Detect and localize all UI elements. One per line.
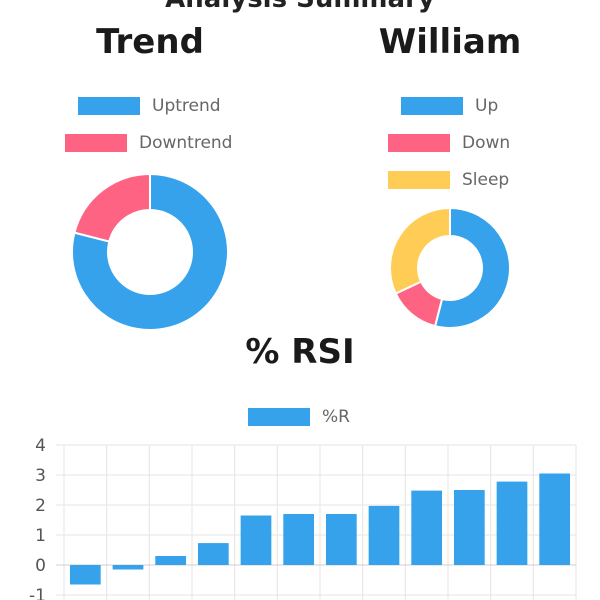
legend-swatch-up xyxy=(401,97,463,115)
william-slice-sleep[interactable] xyxy=(389,207,451,295)
william-slice-up[interactable] xyxy=(433,207,511,329)
trend-slice-uptrend[interactable] xyxy=(71,172,229,331)
bar-rsi-10[interactable] xyxy=(453,490,485,565)
y-tick-label: 2 xyxy=(35,496,46,516)
legend-item-down[interactable]: Down xyxy=(388,132,510,154)
partial-page-title: Analysis Summary xyxy=(0,0,600,14)
legend-swatch-downtrend xyxy=(65,134,127,152)
y-tick-label: -1 xyxy=(29,586,46,600)
legend-label-down: Down xyxy=(462,133,511,153)
legend-swatch-uptrend xyxy=(78,97,140,115)
legend-swatch-down xyxy=(388,134,450,152)
legend-item-up[interactable]: Up xyxy=(401,95,498,117)
bar-rsi-3[interactable] xyxy=(155,556,187,565)
bar-rsi-6[interactable] xyxy=(283,514,315,565)
legend-label-sleep: Sleep xyxy=(462,170,510,190)
legend-swatch-r xyxy=(248,408,310,426)
bar-rsi-2[interactable] xyxy=(112,565,144,570)
y-tick-label: 3 xyxy=(35,466,46,486)
rsi-bar-chart: 4 3 2 1 0 -1 xyxy=(29,436,577,600)
legend-label-up: Up xyxy=(475,96,499,116)
y-tick-label: 0 xyxy=(35,556,46,576)
legend-label-downtrend: Downtrend xyxy=(139,133,233,153)
legend-item-r[interactable]: %R xyxy=(248,406,350,428)
legend-label-uptrend: Uptrend xyxy=(152,96,221,116)
trend-slice-downtrend[interactable] xyxy=(73,172,151,243)
bar-rsi-1[interactable] xyxy=(69,565,101,585)
trend-title: Trend xyxy=(96,22,204,62)
bar-rsi-4[interactable] xyxy=(197,543,229,565)
rsi-title: % RSI xyxy=(245,332,355,372)
legend-item-sleep[interactable]: Sleep xyxy=(388,169,509,191)
y-tick-label: 4 xyxy=(35,436,46,456)
trend-donut-chart xyxy=(71,172,229,331)
william-title: William xyxy=(378,22,522,62)
bar-rsi-12[interactable] xyxy=(539,473,571,566)
legend-swatch-sleep xyxy=(388,171,450,189)
bar-rsi-11[interactable] xyxy=(496,481,528,565)
y-tick-label: 1 xyxy=(35,526,46,546)
bar-rsi-5[interactable] xyxy=(240,515,272,566)
william-donut-chart xyxy=(389,207,511,329)
bar-rsi-8[interactable] xyxy=(368,505,400,565)
legend-label-r: %R xyxy=(322,407,350,427)
bar-rsi-9[interactable] xyxy=(411,490,443,565)
bar-rsi-7[interactable] xyxy=(325,514,357,565)
legend-item-uptrend[interactable]: Uptrend xyxy=(78,95,221,117)
legend-item-downtrend[interactable]: Downtrend xyxy=(65,132,232,154)
